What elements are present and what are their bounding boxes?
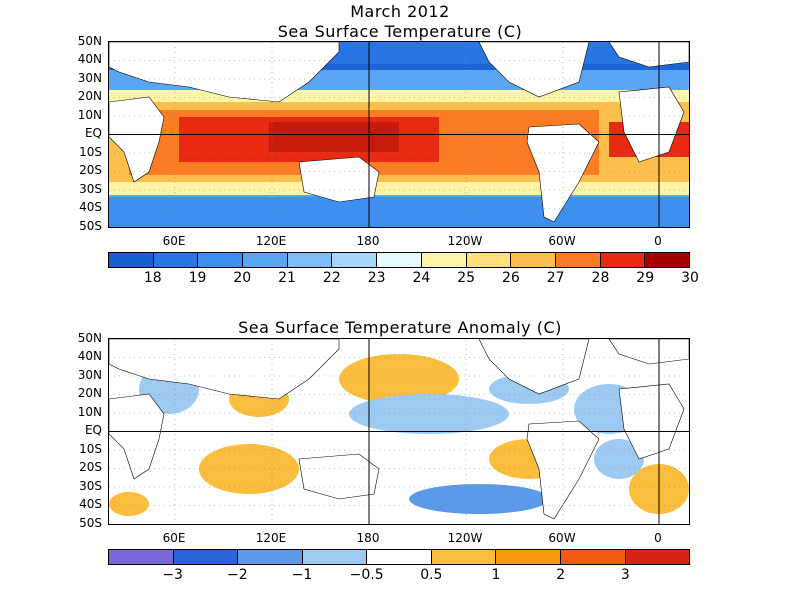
sst-map-title: Sea Surface Temperature (C) [277,22,523,41]
lon-label: 180 [356,531,380,545]
lat-label: 40N [77,349,102,363]
colorbar-tick-label: 21 [278,270,296,286]
colorbar-tick-label: −3 [162,567,183,583]
lon-label: 0 [654,531,662,545]
lon-label: 60W [548,531,576,545]
lat-label: 10S [79,145,102,159]
colorbar-swatch [645,253,689,267]
colorbar-swatch [625,550,690,564]
lat-label: 30N [77,71,102,85]
lat-label: 40S [79,200,102,214]
lon-label: 120E [255,531,287,545]
colorbar-tick-label: 23 [367,270,386,286]
lat-label: 20S [79,460,102,474]
colorbar-swatch [287,253,333,267]
colorbar-tick-label: 3 [620,567,630,583]
colorbar-tick-label: 29 [636,270,655,286]
colorbar-tick-label: −1 [291,567,313,583]
lat-label: EQ [84,126,102,140]
lat-label: 50N [77,331,102,345]
colorbar-swatch [173,550,239,564]
colorbar-tick-label: −0.5 [349,567,384,583]
lat-label: 50S [79,516,102,530]
colorbar-swatch [243,253,288,267]
colorbar-swatch [153,253,199,267]
colorbar-swatch [198,253,244,267]
anomaly-colorbar [108,549,690,565]
colorbar-swatch [238,550,303,564]
colorbar-tick-label: 2 [556,567,566,583]
colorbar-swatch [367,550,432,564]
lat-label: 20N [77,386,102,400]
lon-label: 60W [548,234,576,248]
lon-label: 60E [162,234,186,248]
lat-label: 30S [79,182,102,196]
colorbar-swatch [109,550,174,564]
colorbar-tick-label: 18 [143,270,162,286]
colorbar-swatch [109,253,154,267]
lat-label: 50S [79,219,102,233]
lat-label: 40S [79,497,102,511]
colorbar-tick-label: 19 [188,270,207,286]
lat-label: 20S [79,163,102,177]
colorbar-tick-label: 26 [502,270,520,286]
lat-label: 30S [79,479,102,493]
colorbar-swatch [302,550,368,564]
colorbar-tick-label: 27 [546,270,565,286]
colorbar-swatch [431,550,497,564]
lat-label: 30N [77,368,102,382]
colorbar-tick-label: 30 [681,270,699,286]
lat-label: 10N [77,108,102,122]
lat-label: 20N [77,89,102,103]
colorbar-swatch [496,550,561,564]
colorbar-swatch [466,253,512,267]
colorbar-swatch [421,253,467,267]
sst-map [108,41,690,228]
colorbar-swatch [560,550,626,564]
lat-label: 50N [77,34,102,48]
colorbar-tick-label: 25 [457,270,476,286]
colorbar-swatch [377,253,422,267]
colorbar-swatch [332,253,378,267]
lon-label: 0 [654,234,662,248]
colorbar-swatch [555,253,601,267]
colorbar-tick-label: −2 [227,567,248,583]
lon-label: 120W [447,531,483,545]
anomaly-map-title: Sea Surface Temperature Anomaly (C) [238,318,562,337]
colorbar-swatch [600,253,646,267]
colorbar-tick-label: 0.5 [420,567,443,583]
anomaly-map [108,338,690,525]
colorbar-swatch [511,253,556,267]
lat-label: 10S [79,442,102,456]
colorbar-tick-label: 1 [491,567,501,583]
map-date-title: March 2012 [350,2,450,21]
anomaly-map-graphic [109,339,689,524]
lon-label: 180 [356,234,380,248]
lat-label: EQ [84,423,102,437]
lon-label: 60E [162,531,186,545]
lat-label: 10N [77,405,102,419]
sst-colorbar [108,252,690,268]
lon-label: 120W [447,234,483,248]
lon-label: 120E [255,234,287,248]
sst-map-graphic [109,42,689,227]
colorbar-tick-label: 20 [233,270,252,286]
colorbar-tick-label: 24 [412,270,431,286]
lat-label: 40N [77,52,102,66]
colorbar-tick-label: 28 [591,270,610,286]
colorbar-tick-label: 22 [322,270,341,286]
